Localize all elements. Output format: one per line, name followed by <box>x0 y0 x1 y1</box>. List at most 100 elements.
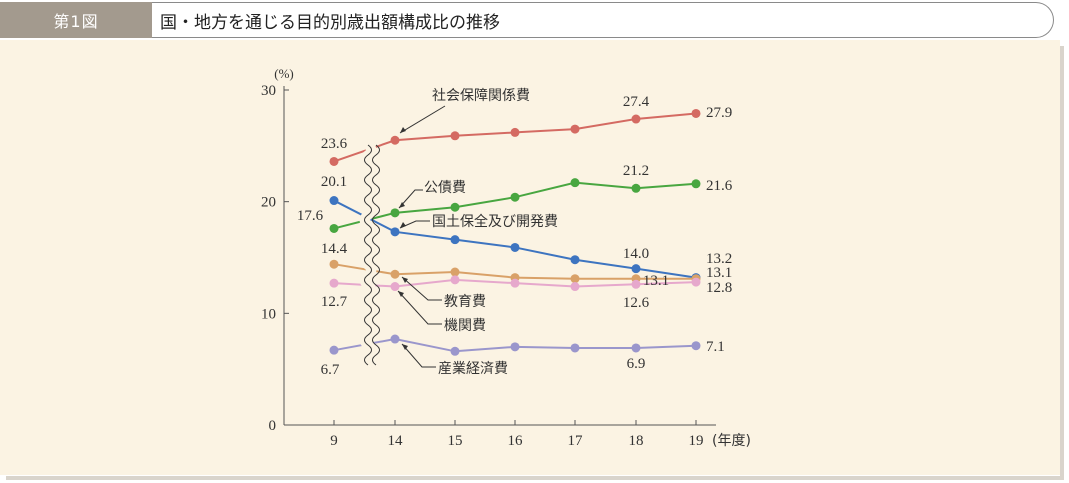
point-institution-17 <box>570 282 580 292</box>
data-label-institution-18: 12.6 <box>623 295 650 311</box>
point-social_security-15 <box>450 131 460 141</box>
x-tick-label-14: 14 <box>388 433 404 449</box>
data-label-public_debt-9: 17.6 <box>297 208 324 224</box>
point-public_debt-16 <box>510 192 520 202</box>
data-label-social_security-9: 23.6 <box>321 136 348 152</box>
chart-series <box>329 108 701 356</box>
series-name-public_debt: 公債費 <box>424 180 466 196</box>
point-education-14 <box>390 269 400 279</box>
point-industry-14 <box>390 334 400 344</box>
point-industry-19 <box>691 341 701 351</box>
y-tick-label-10: 10 <box>261 306 276 322</box>
leader-line-education <box>401 276 442 301</box>
data-label-education-18: 13.1 <box>643 273 669 289</box>
point-industry-15 <box>450 346 460 356</box>
panel-shadow-right <box>1060 46 1064 480</box>
point-land_conservation-15 <box>450 235 460 245</box>
x-tick-label-15: 15 <box>448 433 463 449</box>
point-public_debt-14 <box>390 208 400 218</box>
data-label-public_debt-18: 21.2 <box>623 163 649 179</box>
series-name-social_security: 社会保障関係費 <box>432 88 530 104</box>
point-social_security-14 <box>390 135 400 145</box>
point-institution-19 <box>691 277 701 287</box>
point-industry-17 <box>570 343 580 353</box>
point-public_debt-17 <box>570 178 580 188</box>
point-land_conservation-14 <box>390 227 400 237</box>
point-institution-16 <box>510 278 520 288</box>
leader-line-public_debt <box>398 189 423 209</box>
series-line-social_security <box>333 112 697 163</box>
y-tick-label-30: 30 <box>261 83 276 99</box>
leader-arrow-industry <box>402 344 408 350</box>
figure-number: 第1図 <box>0 2 152 38</box>
point-education-17 <box>570 274 580 284</box>
leader-line-institution <box>397 290 442 325</box>
leader-arrow-institution <box>398 291 404 297</box>
point-industry-16 <box>510 342 520 352</box>
point-public_debt-19 <box>691 179 701 189</box>
data-label-social_security-19: 27.9 <box>706 105 732 121</box>
data-label-industry-18: 6.9 <box>627 356 646 372</box>
leader-line-industry <box>401 343 436 368</box>
point-social_security-16 <box>510 127 520 137</box>
chart-annotations: 23.6 27.4 27.9 17.6 21.2 21.6 20.1 14.0 13.2 14.4… <box>297 88 733 378</box>
data-label-education-9: 14.4 <box>321 241 348 257</box>
data-label-education-19: 13.1 <box>706 265 732 281</box>
data-label-institution-19: 12.8 <box>706 280 732 296</box>
point-public_debt-18 <box>631 183 641 193</box>
x-tick-label-18: 18 <box>629 433 644 449</box>
data-label-land_conservation-9: 20.1 <box>321 174 347 190</box>
series-line-land_conservation <box>333 199 697 279</box>
axis-break-left <box>364 144 372 366</box>
series-name-education: 教育費 <box>444 294 486 310</box>
point-institution-18 <box>631 279 641 289</box>
figure-header: 第1図 国・地方を通じる目的別歳出額構成比の推移 <box>0 0 1066 38</box>
point-social_security-19 <box>691 108 701 118</box>
point-land_conservation-16 <box>510 242 520 252</box>
point-social_security-9 <box>329 156 339 166</box>
data-label-social_security-18: 27.4 <box>623 94 650 110</box>
point-land_conservation-18 <box>631 264 641 274</box>
point-land_conservation-9 <box>329 196 339 206</box>
leader-arrow-public_debt <box>399 202 405 208</box>
figure-title: 国・地方を通じる目的別歳出額構成比の推移 <box>152 2 1054 38</box>
point-land_conservation-17 <box>570 255 580 265</box>
leader-arrow-education <box>402 277 408 283</box>
axis-break <box>359 140 380 370</box>
panel-shadow <box>6 476 1064 480</box>
axis-break-right <box>372 144 380 366</box>
data-label-land_conservation-18: 14.0 <box>623 246 649 262</box>
data-label-land_conservation-19: 13.2 <box>706 251 732 267</box>
x-tick-label-16: 16 <box>508 433 524 449</box>
x-tick-label-17: 17 <box>568 433 584 449</box>
series-name-institution: 機関費 <box>444 318 486 334</box>
chart-panel <box>0 40 1060 475</box>
point-social_security-18 <box>631 114 641 124</box>
data-label-industry-9: 6.7 <box>321 362 340 378</box>
x-axis-unit: (年度) <box>712 433 751 449</box>
point-institution-15 <box>450 275 460 285</box>
chart-axes: 0 10 20 30 (%) 9 14 15 16 17 18 19 (年度) <box>261 66 751 449</box>
point-education-9 <box>329 259 339 269</box>
leader-arrow-land_conservation <box>400 222 406 228</box>
data-label-institution-9: 12.7 <box>321 294 348 310</box>
point-institution-9 <box>329 278 339 288</box>
data-label-industry-19: 7.1 <box>706 339 725 355</box>
leader-arrow-social_security <box>400 127 406 133</box>
point-public_debt-9 <box>329 223 339 233</box>
point-education-15 <box>450 267 460 277</box>
point-social_security-17 <box>570 124 580 134</box>
x-tick-label-9: 9 <box>330 433 338 449</box>
point-industry-9 <box>329 345 339 355</box>
y-axis-unit: (%) <box>274 66 294 81</box>
point-public_debt-15 <box>450 202 460 212</box>
series-name-land_conservation: 国土保全及び開発費 <box>432 213 558 230</box>
y-tick-label-20: 20 <box>261 195 276 211</box>
leader-line-social_security <box>399 105 446 134</box>
y-tick-label-0: 0 <box>269 418 277 434</box>
data-label-public_debt-19: 21.6 <box>706 178 733 194</box>
series-name-industry: 産業経済費 <box>438 361 508 377</box>
point-industry-18 <box>631 343 641 353</box>
